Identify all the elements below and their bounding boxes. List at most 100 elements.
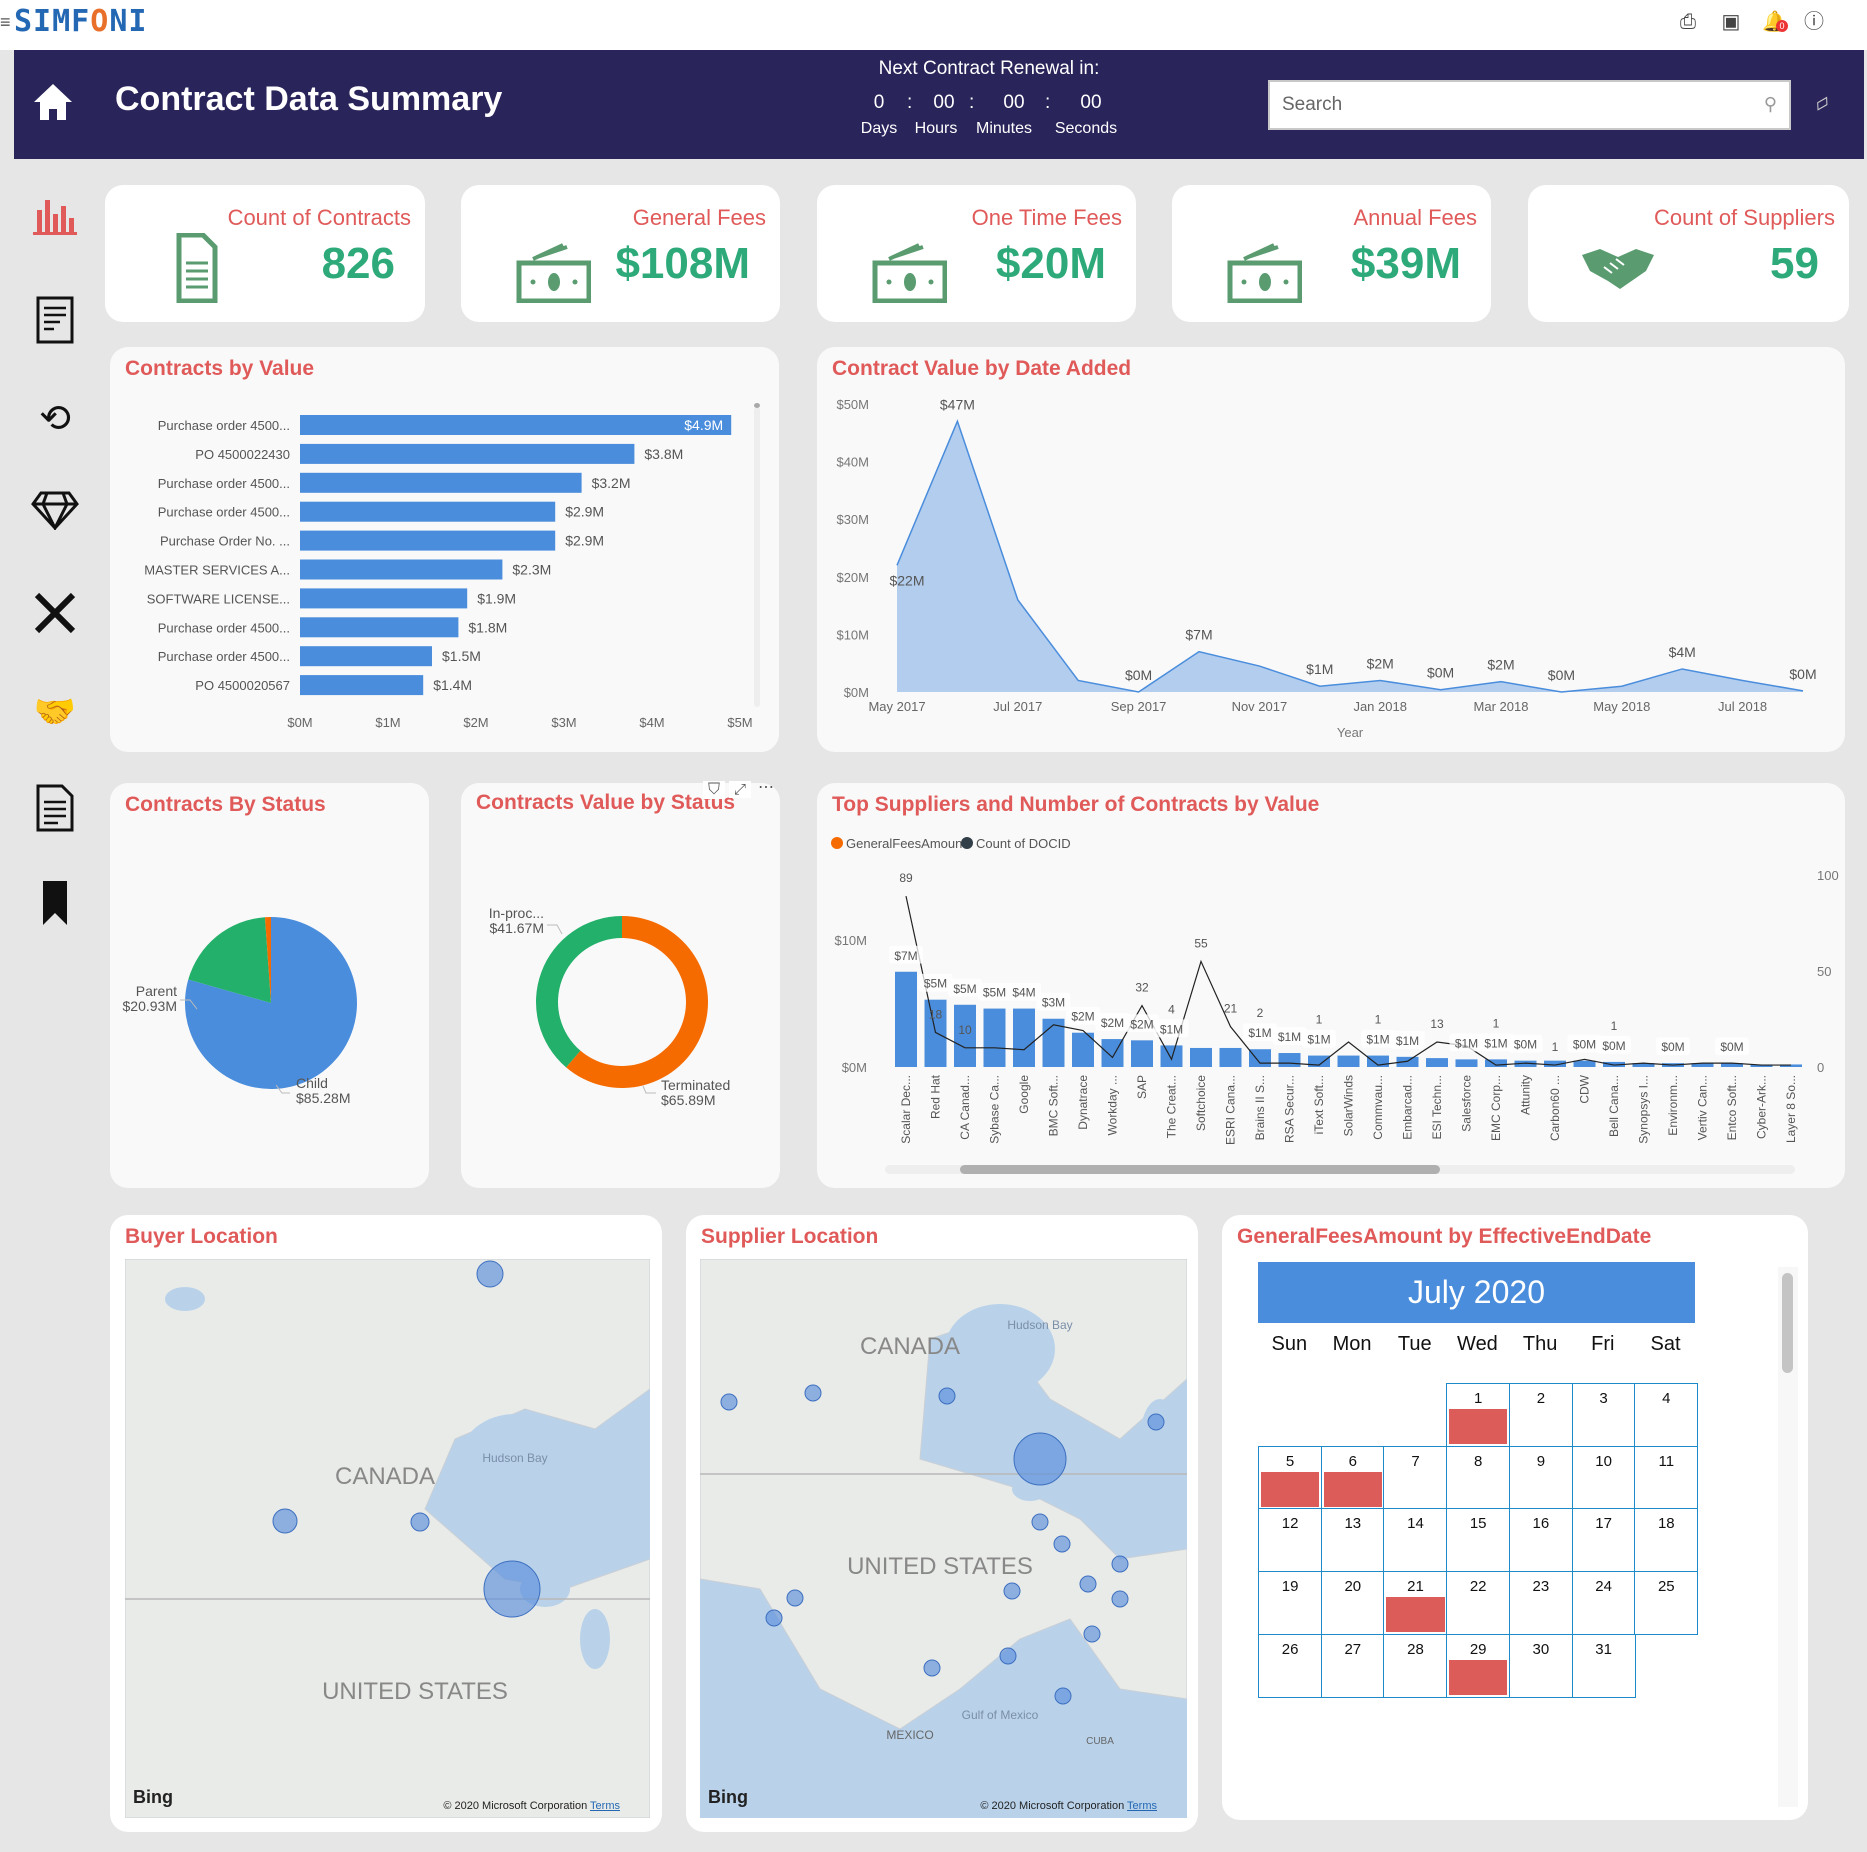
calendar-day[interactable]: 22 xyxy=(1446,1571,1511,1636)
count-value-label: 10 xyxy=(958,1023,972,1037)
terms-link[interactable]: Terms xyxy=(1127,1800,1157,1812)
calendar-day[interactable]: 1 xyxy=(1446,1383,1511,1448)
map-place-label: UNITED STATES xyxy=(847,1553,1033,1580)
lake xyxy=(1140,1399,1180,1479)
day-number: 17 xyxy=(1595,1515,1612,1533)
kpi-card-one-time-fees[interactable]: One Time Fees $20M xyxy=(817,185,1136,322)
menu-icon[interactable]: ≡ xyxy=(0,12,11,32)
horizontal-scrollbar[interactable] xyxy=(885,1165,1795,1174)
search-input[interactable]: Search ⚲ xyxy=(1268,80,1791,130)
calendar-day[interactable]: 11 xyxy=(1634,1445,1699,1510)
terms-link[interactable]: Terms xyxy=(590,1800,620,1812)
x-tick-label: May 2018 xyxy=(1593,699,1650,714)
calendar-day[interactable]: 16 xyxy=(1508,1508,1573,1573)
map-place-label: CUBA xyxy=(1086,1736,1114,1747)
calendar-day[interactable]: 7 xyxy=(1383,1445,1448,1510)
day-number: 4 xyxy=(1662,1390,1671,1407)
map-place-label: Gulf of Mexico xyxy=(962,1708,1039,1722)
day-number: 8 xyxy=(1474,1452,1483,1470)
calendar-day[interactable]: 23 xyxy=(1508,1571,1573,1636)
calendar-day[interactable]: 6 xyxy=(1320,1445,1385,1510)
kpi-card-annual-fees[interactable]: Annual Fees $39M xyxy=(1172,185,1491,322)
location-bubble xyxy=(923,1659,941,1677)
kpi-card-count-of-suppliers[interactable]: Count of Suppliers 59 xyxy=(1528,185,1849,322)
calendar-day[interactable]: 5 xyxy=(1258,1445,1323,1510)
search-icon[interactable]: ⚲ xyxy=(1763,94,1777,114)
handshake-icon xyxy=(1582,249,1654,289)
calendar-day[interactable]: 20 xyxy=(1320,1571,1385,1636)
calendar-day[interactable]: 8 xyxy=(1446,1445,1511,1510)
calendar-day[interactable]: 17 xyxy=(1571,1508,1636,1573)
bar-value-label: $1M xyxy=(1278,1030,1301,1044)
calendar-day[interactable]: 25 xyxy=(1634,1571,1699,1636)
y-right-tick-label: 100 xyxy=(1817,868,1839,883)
diamond-icon[interactable] xyxy=(30,490,80,540)
bookmark-icon[interactable] xyxy=(30,879,80,929)
more-options-icon[interactable]: ⋯ xyxy=(758,779,774,796)
count-value-label: 89 xyxy=(899,871,913,885)
home-icon[interactable] xyxy=(32,82,74,122)
x-category-label: Embarcad... xyxy=(1401,1075,1415,1140)
scrollbar-thumb[interactable] xyxy=(1782,1273,1793,1373)
scrollbar-thumb[interactable] xyxy=(960,1165,1440,1174)
weekday-label: Fri xyxy=(1591,1333,1615,1355)
focus-mode-icon[interactable]: ⤢ xyxy=(729,781,751,798)
calendar-day[interactable]: 30 xyxy=(1508,1633,1573,1698)
day-number: 30 xyxy=(1532,1640,1550,1658)
layout-icon[interactable]: ▣ xyxy=(1721,11,1741,33)
vertical-scrollbar[interactable] xyxy=(1778,1267,1798,1807)
x-category-label: CDW xyxy=(1578,1074,1592,1103)
slice-value-label: $41.67M xyxy=(490,920,544,936)
calendar-day[interactable]: 26 xyxy=(1258,1633,1323,1698)
calendar-day[interactable]: 28 xyxy=(1383,1633,1448,1698)
calendar-day[interactable]: 3 xyxy=(1571,1383,1636,1448)
calendar-day[interactable]: 31 xyxy=(1571,1633,1636,1698)
print-icon[interactable]: ⎙ xyxy=(1680,11,1696,33)
calendar-day[interactable]: 2 xyxy=(1508,1383,1573,1448)
leader-line xyxy=(547,924,563,935)
x-category-label: EMC Corp... xyxy=(1489,1075,1503,1141)
data-label: $7M xyxy=(1185,627,1212,643)
calendar-day[interactable]: 10 xyxy=(1571,1445,1636,1510)
count-value-label: 1 xyxy=(1611,1019,1618,1033)
calendar-day[interactable]: 4 xyxy=(1634,1383,1699,1448)
countdown-minutes: 00 xyxy=(1003,92,1025,113)
bar-value-label: $2M xyxy=(1101,1016,1124,1030)
calendar-day[interactable]: 15 xyxy=(1446,1508,1511,1573)
calendar-day[interactable]: 12 xyxy=(1258,1508,1323,1573)
calendar-day[interactable]: 21 xyxy=(1383,1571,1448,1636)
data-label-bg xyxy=(1302,1029,1336,1048)
bar-chart-icon[interactable] xyxy=(30,196,80,246)
calendar-day[interactable]: 29 xyxy=(1446,1633,1511,1698)
map-place-label: Hudson Bay xyxy=(482,1451,547,1465)
bell-icon[interactable]: 🔔 0 xyxy=(1762,11,1788,33)
tools-icon[interactable] xyxy=(30,589,80,639)
calendar-day[interactable]: 9 xyxy=(1508,1445,1573,1510)
data-label: $2M xyxy=(1487,657,1514,673)
calendar-day[interactable]: 24 xyxy=(1571,1571,1636,1636)
calendar-day[interactable]: 14 xyxy=(1383,1508,1448,1573)
buyer-location-map[interactable]: CANADA UNITED STATES Hudson Bay Bing © 202… xyxy=(125,1259,650,1818)
x-category-label: Synopsys I... xyxy=(1637,1075,1651,1144)
info-icon[interactable]: ⓘ xyxy=(1804,11,1824,33)
calendar-day[interactable]: 19 xyxy=(1258,1571,1323,1636)
refresh-icon[interactable]: ⟲ xyxy=(39,398,71,440)
eraser-icon[interactable]: ▱ xyxy=(1809,89,1835,117)
data-label-bg xyxy=(1036,992,1071,1011)
contracts-value-by-status-card: Contracts Value by Status ⛉ ⤢ ⋯ In-proc.… xyxy=(461,779,780,1188)
kpi-value: $20M xyxy=(995,239,1106,288)
supplier-location-map[interactable]: CANADA UNITED STATES Hudson Bay Gulf of Mex… xyxy=(700,1259,1187,1818)
kpi-title: Count of Contracts xyxy=(227,205,411,230)
kpi-card-general-fees[interactable]: General Fees $108M xyxy=(461,185,780,322)
bar xyxy=(1219,1047,1242,1067)
kpi-card-count-of-contracts[interactable]: Count of Contracts 826 xyxy=(105,185,425,322)
bar xyxy=(300,472,582,493)
contract-icon[interactable] xyxy=(30,296,80,346)
calendar-day[interactable]: 13 xyxy=(1320,1508,1385,1573)
handshake-icon[interactable]: 🤝 xyxy=(33,693,77,731)
calendar-day[interactable]: 18 xyxy=(1634,1508,1699,1573)
document-icon[interactable] xyxy=(30,784,80,834)
filter-icon[interactable]: ⛉ xyxy=(703,781,725,799)
calendar-day[interactable]: 27 xyxy=(1320,1633,1385,1698)
day-number: 31 xyxy=(1595,1640,1612,1658)
